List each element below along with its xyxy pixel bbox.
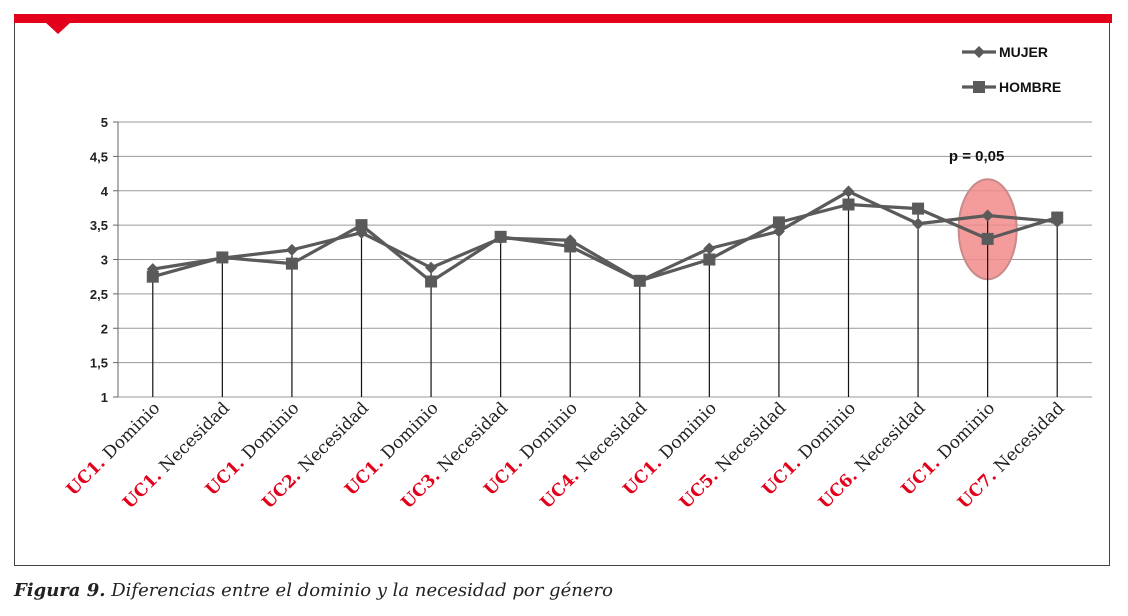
point-hombre (703, 253, 716, 266)
x-category-type: Dominio (374, 398, 443, 467)
legend-label-mujer: MUJER (999, 44, 1048, 60)
x-category-type: Dominio (513, 398, 582, 467)
point-mujer (285, 243, 298, 256)
x-category-type: Dominio (95, 398, 164, 467)
point-mujer (703, 242, 716, 255)
caption-text: Diferencias entre el dominio y la necesi… (105, 580, 613, 601)
x-category-type: Dominio (791, 398, 860, 467)
y-tick-label: 1,5 (90, 356, 108, 371)
chart-frame (14, 23, 1110, 566)
point-hombre (842, 198, 855, 211)
point-hombre (425, 275, 438, 288)
point-hombre (633, 274, 646, 287)
point-hombre (146, 270, 159, 283)
legend-label-hombre: HOMBRE (999, 79, 1061, 95)
point-hombre (912, 202, 925, 215)
point-hombre (1051, 211, 1064, 224)
header-red-notch (45, 22, 71, 34)
series-line-hombre (152, 202, 1058, 284)
point-hombre (285, 257, 298, 270)
y-tick-label: 2,5 (90, 287, 108, 302)
header-red-bar (14, 14, 1112, 23)
gender-line-chart: 11,522,533,544,55p = 0,05MUJERHOMBREUC1.… (63, 44, 1092, 513)
figure-caption: Figura 9. Diferencias entre el dominio y… (14, 580, 613, 601)
x-category-type: Dominio (652, 398, 721, 467)
point-hombre (355, 219, 368, 232)
point-hombre (494, 230, 507, 243)
point-hombre (981, 232, 994, 245)
point-mujer (425, 261, 438, 274)
point-mujer (912, 217, 925, 230)
y-tick-label: 1 (101, 390, 108, 405)
y-tick-label: 5 (101, 115, 108, 130)
series-line-mujer (152, 189, 1058, 283)
x-category-type: Dominio (930, 398, 999, 467)
legend-marker-hombre (973, 81, 985, 93)
point-mujer (842, 185, 855, 198)
y-tick-label: 3 (101, 253, 108, 268)
y-tick-label: 4 (101, 184, 109, 199)
x-category-type: Dominio (235, 398, 304, 467)
y-tick-label: 2 (101, 321, 108, 336)
legend-marker-mujer (973, 46, 985, 58)
point-mujer (981, 209, 994, 222)
point-hombre (564, 240, 577, 253)
y-tick-label: 4,5 (90, 149, 108, 164)
caption-figure-number: Figura 9. (14, 580, 106, 601)
y-tick-label: 3,5 (90, 218, 108, 233)
annotation-p-value: p = 0,05 (949, 148, 1004, 165)
x-category-type: Necesidad (987, 398, 1069, 480)
point-hombre (216, 251, 229, 264)
point-hombre (772, 216, 785, 229)
